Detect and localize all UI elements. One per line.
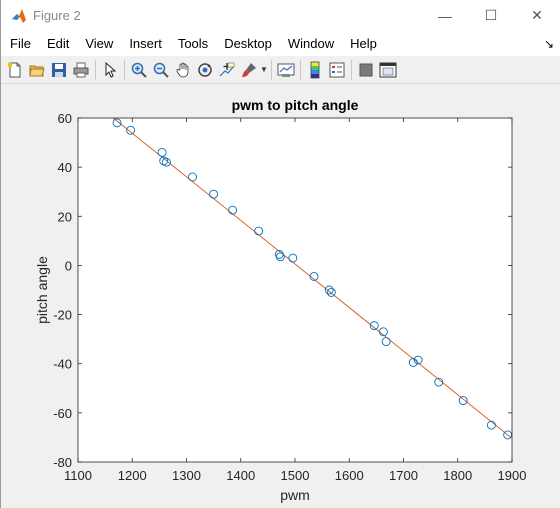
x-tick-label: 1600 [335, 468, 364, 483]
data-point [288, 253, 298, 263]
close-button[interactable]: ✕ [514, 0, 560, 31]
data-point [378, 327, 388, 337]
link-plot-icon[interactable] [275, 59, 297, 81]
x-tick-label: 1500 [281, 468, 310, 483]
maximize-icon: ☐ [484, 7, 498, 23]
chart-title: pwm to pitch angle [232, 97, 359, 113]
hide-plot-tools-icon[interactable] [355, 59, 377, 81]
x-tick-label: 1800 [443, 468, 472, 483]
y-tick-label: -20 [53, 308, 72, 323]
fit-line [112, 117, 512, 438]
x-tick-label: 1100 [64, 468, 92, 483]
data-point [157, 147, 167, 157]
close-icon: ✕ [531, 7, 543, 23]
toolbar-separator [300, 59, 301, 80]
plot-svg: 1100 1200 1300 1400 1500 1600 1700 1800 1900 -80 -… [34, 97, 527, 503]
colorbar-icon[interactable] [304, 59, 326, 81]
data-point [326, 288, 336, 297]
menu-help[interactable]: Help [350, 36, 377, 51]
data-point [381, 337, 391, 347]
y-axis-label: pitch angle [34, 256, 50, 324]
data-point [458, 396, 468, 406]
figure-canvas: 1100 1200 1300 1400 1500 1600 1700 1800 1900 -80 -… [2, 85, 560, 508]
maximize-button[interactable]: ☐ [468, 0, 514, 31]
data-point [324, 285, 334, 295]
data-point [228, 205, 238, 215]
menu-window[interactable]: Window [287, 36, 335, 51]
figure-toolbar: ▼ [1, 56, 560, 84]
show-plot-tools-icon[interactable] [377, 59, 399, 81]
brush-icon[interactable] [238, 59, 260, 81]
data-point [486, 420, 496, 430]
y-tick-label: 60 [58, 111, 72, 126]
rotate-3d-icon[interactable] [194, 59, 216, 81]
toolbar-separator [351, 59, 352, 80]
minimize-button[interactable]: — [422, 0, 468, 31]
y-tick-label: 0 [65, 258, 72, 273]
x-tick-label: 1300 [172, 468, 201, 483]
data-point [209, 189, 219, 199]
matlab-app-icon [11, 7, 27, 24]
toolbar-separator [124, 59, 125, 80]
menu-overflow-icon[interactable]: ↘ [543, 37, 554, 51]
zoom-out-icon[interactable] [150, 59, 172, 81]
new-figure-icon[interactable] [4, 59, 26, 81]
data-point [413, 355, 423, 365]
open-file-icon[interactable] [26, 59, 48, 81]
x-tick-label: 1900 [498, 468, 527, 483]
menu-insert[interactable]: Insert [129, 36, 162, 51]
menu-view[interactable]: View [85, 36, 114, 51]
menu-file[interactable]: File [10, 36, 31, 51]
legend-icon[interactable] [326, 59, 348, 81]
data-point [188, 172, 197, 182]
toolbar-separator [95, 59, 96, 80]
pan-icon[interactable] [172, 59, 194, 81]
y-tick-label: 40 [58, 160, 72, 175]
menu-edit[interactable]: Edit [46, 36, 70, 51]
y-tick-label: -80 [53, 455, 72, 470]
x-tick-label: 1400 [226, 468, 255, 483]
data-point [408, 358, 418, 367]
minimize-icon: — [438, 7, 452, 24]
print-icon[interactable] [70, 59, 92, 81]
axes-background [78, 118, 512, 462]
toolbar-separator [271, 59, 272, 80]
data-point [161, 157, 171, 167]
y-tick-label: -40 [53, 357, 72, 372]
data-point [309, 272, 319, 281]
x-axis-label: pwm [280, 487, 310, 503]
window-controls: — ☐ ✕ [422, 0, 560, 31]
zoom-in-icon[interactable] [128, 59, 150, 81]
save-icon[interactable] [48, 59, 70, 81]
title-bar[interactable]: Figure 2 — ☐ ✕ [1, 0, 560, 31]
y-tick-label: 20 [58, 209, 72, 224]
data-cursor-icon[interactable] [216, 59, 238, 81]
menu-desktop[interactable]: Desktop [224, 36, 272, 51]
x-tick-label: 1700 [389, 468, 418, 483]
data-point [112, 118, 122, 128]
data-point [254, 226, 264, 236]
brush-dropdown-icon[interactable]: ▼ [260, 65, 268, 74]
data-point [126, 125, 136, 135]
window-title: Figure 2 [33, 8, 81, 23]
data-point [434, 377, 444, 387]
menu-bar: File Edit View Insert Tools Desktop Wind… [1, 31, 560, 56]
data-point [369, 321, 379, 331]
menu-tools[interactable]: Tools [177, 36, 209, 51]
pointer-icon[interactable] [99, 59, 121, 81]
y-tick-label: -60 [53, 406, 72, 421]
x-tick-label: 1200 [118, 468, 147, 483]
data-point [275, 252, 285, 262]
axes-box[interactable] [77, 117, 513, 463]
